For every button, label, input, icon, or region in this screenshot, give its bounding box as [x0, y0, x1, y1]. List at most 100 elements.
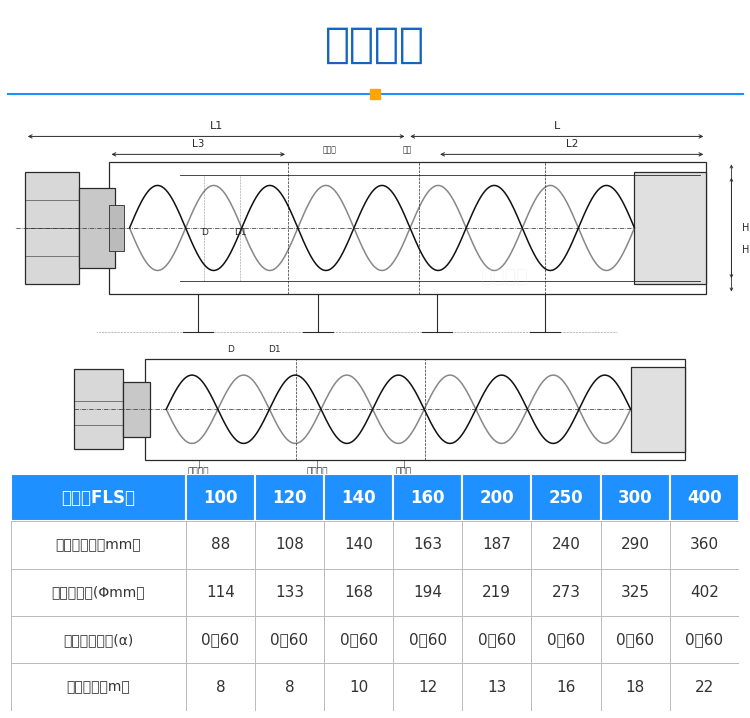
Bar: [186, 569, 255, 616]
Text: 无轴螺旋: 无轴螺旋: [307, 467, 328, 476]
Bar: [532, 521, 601, 569]
Bar: [601, 663, 670, 711]
Bar: [532, 616, 601, 663]
Text: 187: 187: [482, 538, 512, 552]
Text: H1: H1: [742, 223, 750, 233]
Bar: [532, 663, 601, 711]
Text: 250: 250: [549, 488, 584, 507]
Bar: [462, 521, 532, 569]
Text: H: H: [742, 245, 749, 254]
Bar: [109, 162, 706, 294]
Text: 12: 12: [418, 680, 437, 694]
Text: 8: 8: [215, 680, 225, 694]
Bar: [324, 616, 393, 663]
Bar: [255, 663, 324, 711]
Bar: [462, 569, 532, 616]
Bar: [670, 521, 739, 569]
Bar: [670, 663, 739, 711]
Bar: [109, 205, 124, 251]
Bar: [11, 569, 186, 616]
Text: 360: 360: [690, 538, 718, 552]
Text: 273: 273: [551, 585, 580, 600]
Text: 18: 18: [626, 680, 645, 694]
Bar: [25, 172, 79, 284]
Text: 16: 16: [556, 680, 576, 694]
Text: 219: 219: [482, 585, 512, 600]
Bar: [670, 569, 739, 616]
Text: 100: 100: [203, 488, 238, 507]
Text: 300: 300: [618, 488, 652, 507]
Text: 168: 168: [344, 585, 374, 600]
Text: 驱动装置: 驱动装置: [188, 467, 209, 476]
Text: 22: 22: [694, 680, 714, 694]
Bar: [255, 521, 324, 569]
Text: 0～60: 0～60: [201, 633, 239, 647]
Bar: [462, 474, 532, 521]
Text: 13: 13: [488, 680, 506, 694]
Bar: [393, 663, 462, 711]
Text: L3: L3: [192, 139, 205, 149]
Text: 螺旋槽: 螺旋槽: [396, 467, 412, 476]
Text: 0～60: 0～60: [271, 633, 308, 647]
Bar: [255, 569, 324, 616]
Bar: [393, 521, 462, 569]
Text: 0～60: 0～60: [686, 633, 723, 647]
Text: 8: 8: [285, 680, 294, 694]
Bar: [324, 521, 393, 569]
Bar: [634, 172, 706, 284]
Bar: [462, 663, 532, 711]
Text: 10: 10: [349, 680, 368, 694]
Text: 0～60: 0～60: [340, 633, 378, 647]
Bar: [601, 616, 670, 663]
Text: 240: 240: [551, 538, 580, 552]
Text: 输送长度（m）: 输送长度（m）: [67, 680, 130, 694]
Text: 0～60: 0～60: [409, 633, 447, 647]
Text: D1: D1: [268, 345, 280, 354]
Bar: [631, 366, 685, 452]
Text: 160: 160: [410, 488, 445, 507]
Text: 133: 133: [275, 585, 304, 600]
Bar: [123, 382, 150, 437]
Text: 120: 120: [272, 488, 307, 507]
Text: D: D: [227, 345, 235, 354]
Text: 0～60: 0～60: [547, 633, 585, 647]
Text: 0～60: 0～60: [616, 633, 654, 647]
Bar: [601, 569, 670, 616]
Bar: [324, 474, 393, 521]
Text: 单节: 单节: [403, 146, 412, 154]
Text: 外壳管直径(Φmm）: 外壳管直径(Φmm）: [52, 585, 146, 600]
Bar: [393, 569, 462, 616]
Bar: [324, 663, 393, 711]
Bar: [601, 474, 670, 521]
Text: 允许工作角度(α): 允许工作角度(α): [64, 633, 134, 647]
Text: D1: D1: [234, 228, 247, 237]
Text: 163: 163: [413, 538, 442, 552]
Bar: [462, 616, 532, 663]
Bar: [186, 474, 255, 521]
Bar: [670, 616, 739, 663]
Bar: [11, 521, 186, 569]
Bar: [532, 569, 601, 616]
Text: L: L: [554, 121, 560, 131]
Text: 200: 200: [479, 488, 514, 507]
Text: 技术参数: 技术参数: [325, 24, 425, 66]
Bar: [186, 616, 255, 663]
Bar: [186, 663, 255, 711]
Text: 140: 140: [341, 488, 376, 507]
Text: 0～60: 0～60: [478, 633, 516, 647]
Bar: [393, 474, 462, 521]
Text: 402: 402: [690, 585, 718, 600]
Text: 大众机械: 大众机械: [481, 267, 528, 286]
Bar: [532, 474, 601, 521]
Bar: [324, 569, 393, 616]
Bar: [255, 474, 324, 521]
Text: L1: L1: [209, 121, 223, 131]
Text: 114: 114: [206, 585, 235, 600]
Bar: [186, 521, 255, 569]
Bar: [11, 474, 186, 521]
Text: 400: 400: [687, 488, 722, 507]
Bar: [11, 616, 186, 663]
Bar: [393, 616, 462, 663]
Bar: [79, 188, 115, 268]
Text: D: D: [201, 228, 208, 237]
